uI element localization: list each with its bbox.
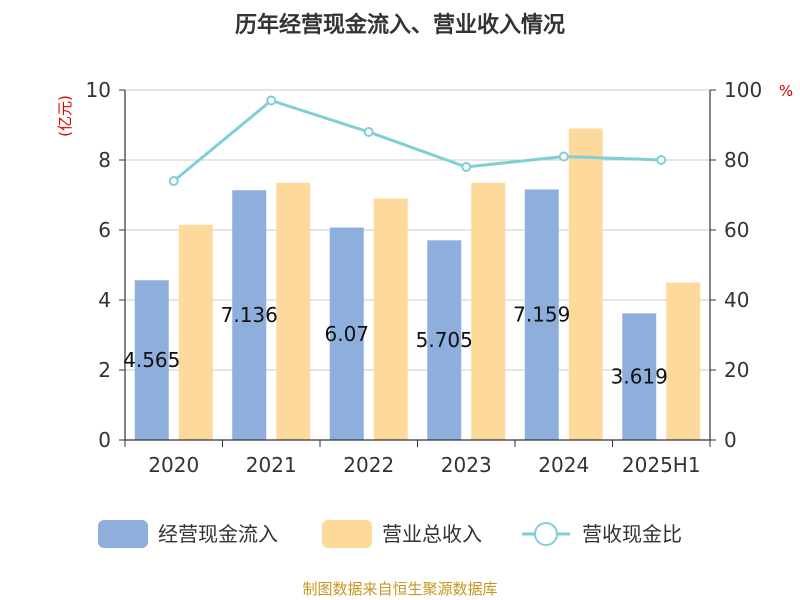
ratio-point bbox=[266, 95, 277, 106]
left-axis-tick-label: 8 bbox=[98, 148, 111, 172]
legend-label-total-revenue: 营业总收入 bbox=[382, 522, 482, 546]
ratio-point bbox=[363, 127, 374, 137]
bar-cash-inflow bbox=[622, 313, 657, 440]
bar-total-revenue bbox=[178, 224, 213, 440]
left-axis-tick-label: 0 bbox=[98, 428, 111, 452]
left-axis-tick-label: 10 bbox=[86, 78, 111, 102]
bar-cash-inflow bbox=[232, 190, 267, 440]
gridlines bbox=[125, 89, 710, 371]
bar-value-label: 5.705 bbox=[416, 328, 473, 352]
bar-total-revenue bbox=[373, 198, 408, 440]
right-axis-unit: % bbox=[779, 82, 793, 100]
bar-value-label: 6.07 bbox=[324, 322, 369, 346]
ratio-point bbox=[168, 176, 179, 186]
bar-cash-inflow bbox=[134, 280, 169, 440]
data-labels: 4.565 7.136 6.07 5.705 7.159 3.619 bbox=[123, 303, 668, 389]
bar-cash-inflow bbox=[329, 227, 364, 440]
ratio-point bbox=[558, 151, 569, 162]
left-axis-tick-label: 4 bbox=[98, 288, 111, 312]
right-axis-tick-label: 40 bbox=[724, 288, 749, 312]
left-axis-tick-label: 6 bbox=[98, 218, 111, 242]
x-axis-tick-label: 2025H1 bbox=[622, 453, 701, 477]
bar-cash-inflow bbox=[427, 240, 462, 440]
bar-total-revenue bbox=[471, 182, 506, 440]
legend-label-cash-inflow: 经营现金流入 bbox=[158, 522, 278, 546]
left-axis-tick-label: 2 bbox=[98, 358, 111, 382]
x-axis-tick-label: 2021 bbox=[246, 453, 297, 477]
legend: 经营现金流入 营业总收入 营收现金比 bbox=[98, 520, 682, 548]
ratio-line bbox=[168, 95, 667, 186]
right-axis-tick-label: 20 bbox=[724, 358, 749, 382]
bar-total-revenue bbox=[276, 182, 311, 440]
ratio-point bbox=[461, 162, 472, 172]
bar-value-label: 7.136 bbox=[221, 303, 278, 327]
bar-total-revenue bbox=[568, 128, 603, 440]
right-axis-tick-label: 0 bbox=[724, 428, 737, 452]
x-axis-tick-label: 2022 bbox=[343, 453, 394, 477]
bars bbox=[134, 128, 701, 440]
bar-cash-inflow bbox=[524, 189, 559, 440]
right-axis-tick-label: 100 bbox=[724, 78, 762, 102]
x-axis-tick-label: 2024 bbox=[538, 453, 589, 477]
source-note: 制图数据来自恒生聚源数据库 bbox=[302, 580, 497, 598]
bar-value-label: 7.159 bbox=[513, 303, 570, 327]
ratio-series-line bbox=[172, 98, 662, 183]
bar-value-label: 4.565 bbox=[123, 348, 180, 372]
legend-swatch-ratio-marker bbox=[534, 522, 558, 546]
legend-label-ratio: 营收现金比 bbox=[582, 522, 682, 546]
legend-swatch-cash-inflow bbox=[98, 520, 148, 548]
x-axis-tick-label: 2020 bbox=[148, 453, 199, 477]
legend-swatch-total-revenue bbox=[322, 520, 372, 548]
right-axis-tick-label: 80 bbox=[724, 148, 749, 172]
ratio-point bbox=[656, 155, 667, 165]
x-axis-tick-label: 2023 bbox=[441, 453, 492, 477]
left-axis-unit: (亿元) bbox=[56, 95, 74, 137]
bar-value-label: 3.619 bbox=[611, 365, 668, 389]
chart-title: 历年经营现金流入、营业收入情况 bbox=[235, 12, 565, 38]
right-axis-tick-label: 60 bbox=[724, 218, 749, 242]
bar-total-revenue bbox=[666, 282, 701, 440]
